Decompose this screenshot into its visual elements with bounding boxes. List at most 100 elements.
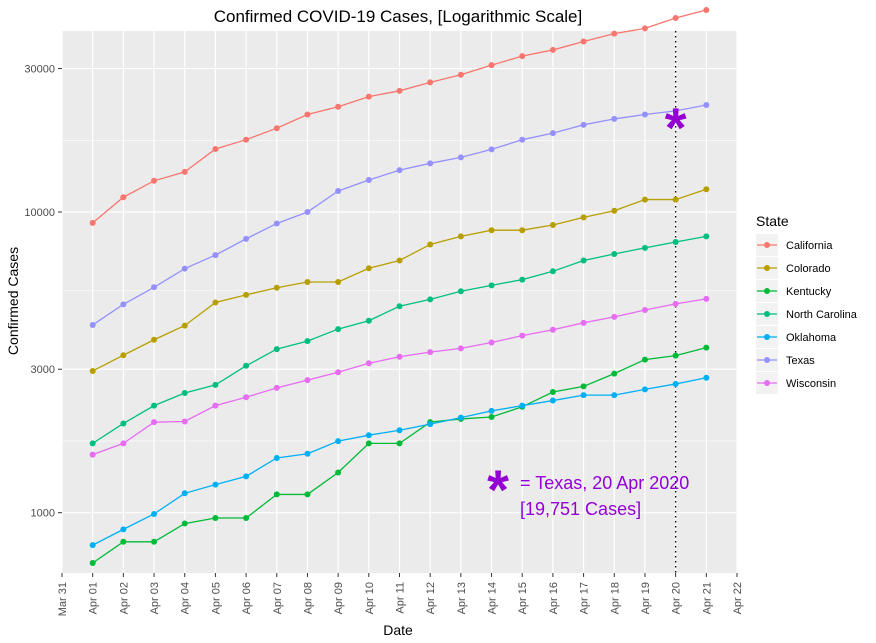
series-north-carolina <box>89 233 710 447</box>
point-kentucky <box>120 538 127 545</box>
point-kentucky <box>151 538 158 545</box>
chart-title: Confirmed COVID-19 Cases, [Logarithmic S… <box>214 7 582 26</box>
point-oklahoma <box>89 542 96 549</box>
point-oklahoma <box>181 490 188 497</box>
point-wisconsin <box>365 360 372 367</box>
point-kentucky <box>641 356 648 363</box>
point-texas <box>519 136 526 143</box>
point-colorado <box>641 196 648 203</box>
point-texas <box>335 187 342 194</box>
point-texas <box>580 121 587 128</box>
series-colorado <box>89 186 710 374</box>
x-axis: Mar 31 Apr 01 Apr 02 Apr 03 Apr 04 Apr 05 Apr … <box>57 573 744 616</box>
series-layer <box>89 6 710 567</box>
point-north-carolina <box>549 268 556 275</box>
point-oklahoma <box>488 407 495 414</box>
series-oklahoma <box>89 374 710 549</box>
x-tick-label: Apr 22 <box>732 582 744 614</box>
point-north-carolina <box>703 233 710 240</box>
point-oklahoma <box>580 392 587 399</box>
point-oklahoma <box>703 374 710 381</box>
point-oklahoma <box>212 481 219 488</box>
point-north-carolina <box>212 381 219 388</box>
point-north-carolina <box>304 338 311 345</box>
legend-label: North Carolina <box>786 309 858 321</box>
series-texas <box>89 101 710 328</box>
point-kentucky <box>212 515 219 522</box>
texas-annotation-marker: * <box>665 96 687 159</box>
point-texas <box>273 220 280 227</box>
x-tick-label: Apr 10 <box>364 582 376 614</box>
point-texas <box>641 111 648 118</box>
x-tick-label: Apr 14 <box>487 582 499 614</box>
point-oklahoma <box>672 380 679 387</box>
legend-key-point <box>764 242 770 248</box>
x-tick-label: Apr 06 <box>241 582 253 614</box>
point-colorado <box>365 265 372 272</box>
x-tick-label: Apr 16 <box>548 582 560 614</box>
point-north-carolina <box>611 251 618 258</box>
point-north-carolina <box>396 303 403 310</box>
legend-key-point <box>764 265 770 271</box>
series-california <box>89 6 710 226</box>
point-kentucky <box>672 352 679 359</box>
point-california <box>611 30 618 37</box>
point-texas <box>396 167 403 174</box>
point-wisconsin <box>120 440 127 447</box>
point-kentucky <box>335 469 342 476</box>
point-kentucky <box>243 515 250 522</box>
point-north-carolina <box>243 362 250 369</box>
point-oklahoma <box>457 414 464 421</box>
x-tick-label: Apr 11 <box>395 582 407 614</box>
point-kentucky <box>273 491 280 498</box>
point-texas <box>181 265 188 272</box>
point-oklahoma <box>519 402 526 409</box>
legend-key-point <box>764 380 770 386</box>
point-texas <box>212 252 219 259</box>
point-california <box>243 136 250 143</box>
point-wisconsin <box>396 353 403 360</box>
point-kentucky <box>611 370 618 377</box>
legend-key-point <box>764 288 770 294</box>
point-california <box>335 103 342 110</box>
legend-item-oklahoma: Oklahoma <box>756 326 837 348</box>
point-california <box>365 93 372 100</box>
point-kentucky <box>365 440 372 447</box>
point-wisconsin <box>181 418 188 425</box>
x-axis-title: Date <box>383 622 413 638</box>
point-california <box>580 38 587 45</box>
point-california <box>703 6 710 13</box>
legend-item-kentucky: Kentucky <box>756 280 832 302</box>
point-wisconsin <box>273 384 280 391</box>
legend-label: Colorado <box>786 263 831 275</box>
point-kentucky <box>89 560 96 567</box>
point-colorado <box>580 214 587 221</box>
point-kentucky <box>304 491 311 498</box>
annotation-text-line2: [19,751 Cases] <box>520 499 641 519</box>
point-kentucky <box>396 440 403 447</box>
point-texas <box>89 321 96 328</box>
point-colorado <box>243 291 250 298</box>
legend-label: Texas <box>786 355 815 367</box>
point-colorado <box>611 207 618 214</box>
point-california <box>641 25 648 32</box>
x-tick-label: Apr 07 <box>272 582 284 614</box>
y-tick-label: 1000 <box>31 508 55 520</box>
annotation-legend-symbol: * <box>487 458 509 521</box>
point-north-carolina <box>181 390 188 397</box>
point-texas <box>365 176 372 183</box>
point-north-carolina <box>427 296 434 303</box>
x-tick-label: Apr 05 <box>210 582 222 614</box>
point-texas <box>243 235 250 242</box>
point-wisconsin <box>427 349 434 356</box>
point-oklahoma <box>304 450 311 457</box>
x-tick-label: Apr 08 <box>302 582 314 614</box>
legend-item-colorado: Colorado <box>756 257 831 279</box>
point-colorado <box>273 284 280 291</box>
point-colorado <box>151 336 158 343</box>
point-colorado <box>519 227 526 234</box>
y-tick-label: 30000 <box>24 64 55 76</box>
point-wisconsin <box>457 345 464 352</box>
point-north-carolina <box>488 282 495 289</box>
